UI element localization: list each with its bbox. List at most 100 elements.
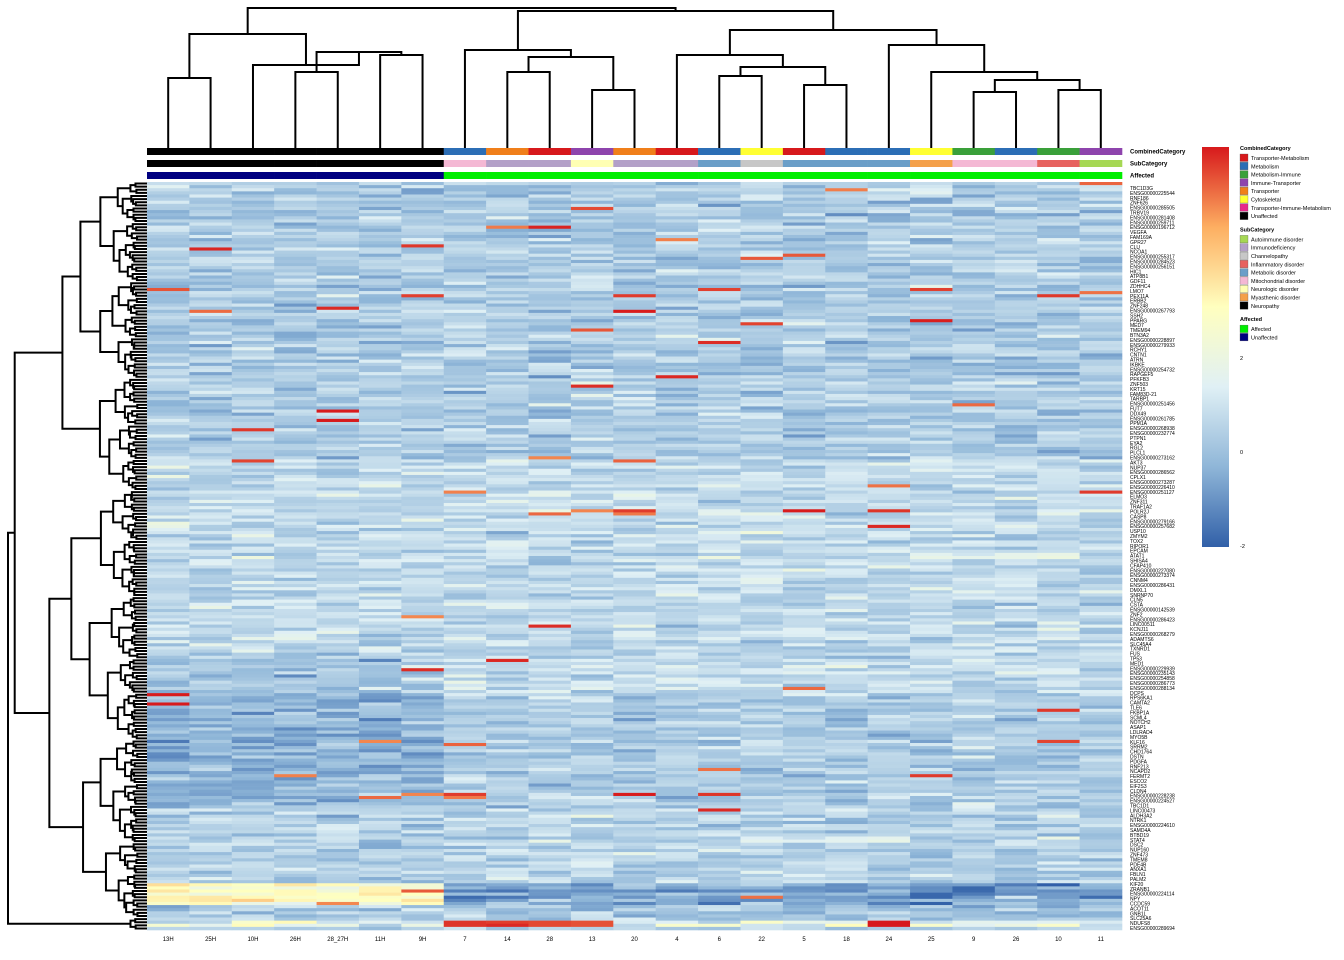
heatmap-cell	[698, 696, 741, 700]
heatmap-cell	[401, 568, 445, 572]
heatmap-cell	[655, 699, 699, 703]
heatmap-cell	[867, 266, 911, 270]
heatmap-cell	[613, 724, 656, 728]
heatmap-cell	[952, 633, 996, 638]
heatmap-cell	[698, 397, 741, 401]
annotation-cell-affected	[486, 172, 529, 179]
heatmap-cell	[698, 372, 741, 376]
heatmap-cell	[274, 640, 317, 644]
heatmap-cell	[740, 640, 784, 644]
heatmap-cell	[528, 440, 572, 445]
heatmap-cell	[528, 655, 572, 660]
heatmap-cell	[443, 468, 487, 473]
heatmap-cell	[189, 244, 233, 248]
heatmap-cell	[952, 331, 996, 336]
heatmap-cell	[231, 481, 275, 485]
heatmap-cell	[147, 353, 190, 357]
heatmap-cell	[486, 287, 529, 292]
heatmap-cell	[867, 771, 911, 775]
heatmap-cell	[231, 194, 275, 198]
heatmap-cell	[1079, 203, 1123, 208]
heatmap-cell	[825, 531, 868, 535]
heatmap-cell	[274, 450, 317, 454]
heatmap-cell	[1037, 783, 1080, 787]
heatmap-cell	[274, 291, 317, 295]
heatmap-cell	[316, 783, 360, 787]
annotation-cell-affected	[994, 172, 1038, 179]
heatmap-cell	[358, 633, 402, 638]
heatmap-cell	[358, 665, 402, 669]
heatmap-cell	[655, 562, 699, 566]
heatmap-cell	[316, 300, 360, 304]
heatmap-cell	[401, 761, 445, 766]
heatmap-cell	[740, 344, 784, 348]
heatmap-cell	[231, 665, 275, 669]
heatmap-cell	[613, 783, 656, 787]
heatmap-cell	[358, 783, 402, 787]
heatmap-cell	[655, 287, 699, 292]
heatmap-cell	[952, 627, 996, 632]
heatmap-cell	[740, 272, 784, 276]
heatmap-cell	[782, 269, 826, 273]
heatmap-cell	[698, 640, 741, 644]
heatmap-cell	[952, 328, 996, 332]
heatmap-cell	[401, 210, 445, 214]
heatmap-cell	[1037, 334, 1080, 339]
heatmap-cell	[274, 802, 317, 806]
heatmap-cell	[613, 259, 656, 264]
heatmap-cell	[358, 300, 402, 304]
heatmap-cell	[401, 543, 445, 547]
heatmap-cell	[274, 767, 317, 772]
heatmap-cell	[147, 350, 190, 354]
heatmap-cell	[486, 462, 529, 466]
heatmap-cell	[867, 182, 911, 186]
heatmap-cell	[570, 733, 614, 738]
heatmap-cell	[825, 369, 868, 373]
heatmap-cell	[613, 418, 656, 423]
heatmap-cell	[698, 630, 741, 635]
heatmap-cell	[867, 188, 911, 192]
heatmap-cell	[782, 400, 826, 404]
annotation-cell-subcategory	[698, 160, 741, 167]
dendrogram-branch	[134, 609, 147, 615]
heatmap-cell	[782, 331, 826, 336]
heatmap-cell	[231, 559, 275, 563]
heatmap-cell	[782, 406, 826, 410]
dendrogram-branch	[114, 388, 125, 414]
heatmap-cell	[316, 453, 360, 457]
heatmap-cell	[740, 250, 784, 254]
heatmap-cell	[570, 711, 614, 716]
heatmap-cell	[740, 415, 784, 420]
heatmap-cell	[825, 615, 868, 619]
heatmap-cell	[655, 534, 699, 538]
heatmap-cell	[486, 234, 529, 239]
heatmap-cell	[613, 721, 656, 725]
heatmap-cell	[782, 425, 826, 429]
heatmap-cell	[994, 774, 1038, 778]
heatmap-cell	[147, 431, 190, 435]
heatmap-cell	[189, 306, 233, 311]
heatmap-cell	[443, 244, 487, 248]
heatmap-cell	[655, 693, 699, 697]
heatmap-cell	[825, 671, 868, 675]
heatmap-cell	[952, 668, 996, 672]
heatmap-cell	[570, 294, 614, 298]
heatmap-cell	[528, 456, 572, 460]
heatmap-cell	[782, 319, 826, 323]
heatmap-cell	[867, 624, 911, 628]
heatmap-cell	[401, 316, 445, 320]
heatmap-cell	[1037, 393, 1080, 398]
heatmap-cell	[443, 250, 487, 254]
heatmap-cell	[443, 724, 487, 728]
heatmap-cell	[952, 580, 996, 585]
heatmap-cell	[782, 428, 826, 432]
heatmap-cell	[698, 437, 741, 441]
heatmap-cell	[486, 596, 529, 600]
heatmap-cell	[401, 518, 445, 523]
heatmap-cell	[358, 596, 402, 600]
heatmap-cell	[528, 633, 572, 638]
heatmap-cell	[147, 415, 190, 420]
dendrogram-branch	[136, 235, 147, 241]
heatmap-cell	[231, 618, 275, 622]
heatmap-cell	[401, 185, 445, 189]
